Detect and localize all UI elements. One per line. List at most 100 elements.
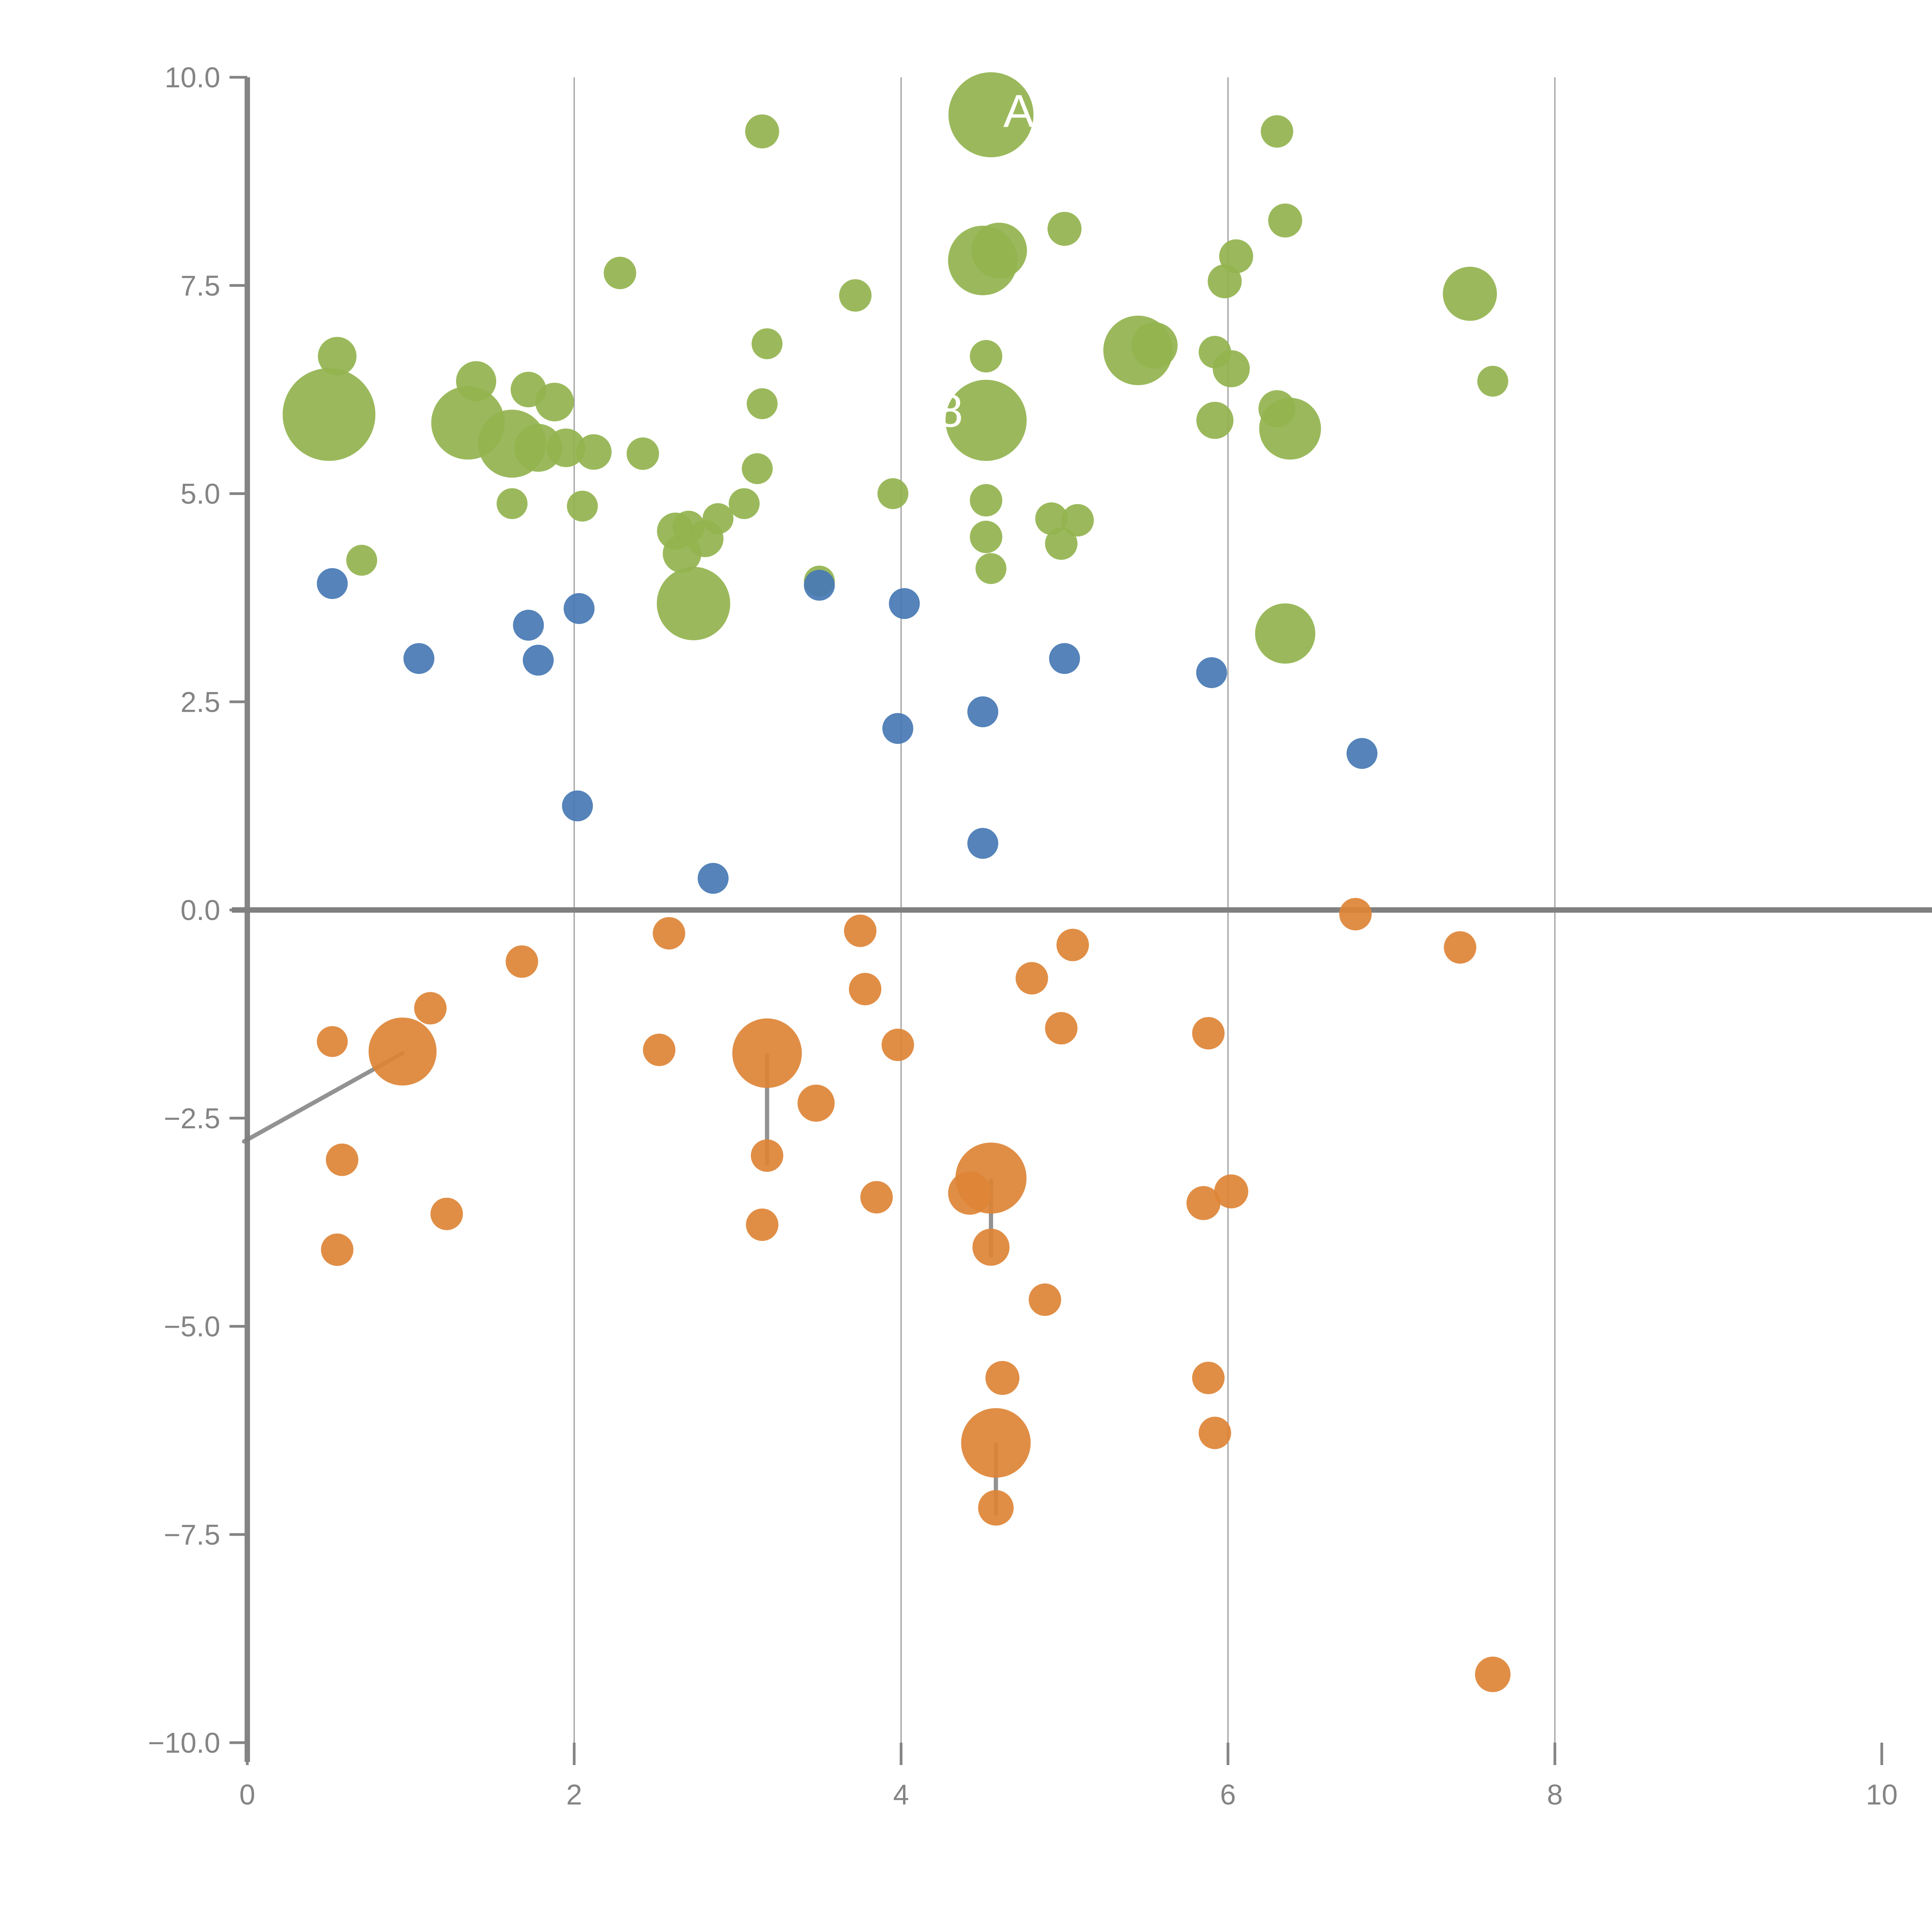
data-point[interactable]: [535, 383, 574, 422]
data-point[interactable]: [1061, 504, 1094, 537]
data-point[interactable]: [948, 1171, 992, 1215]
data-point[interactable]: [1045, 1012, 1078, 1045]
data-point[interactable]: [967, 828, 998, 859]
data-point[interactable]: [1255, 603, 1316, 664]
data-point[interactable]: [728, 488, 760, 519]
data-point[interactable]: [505, 945, 538, 978]
data-point[interactable]: [1199, 1417, 1231, 1449]
data-point[interactable]: [751, 1139, 784, 1172]
data-point[interactable]: [967, 696, 998, 728]
series-orange[interactable]: [316, 898, 1511, 1692]
data-point[interactable]: [860, 1181, 893, 1214]
data-point[interactable]: [563, 593, 595, 624]
data-point[interactable]: [972, 1228, 1010, 1266]
data-point[interactable]: [1192, 1017, 1225, 1049]
data-point[interactable]: [881, 1029, 914, 1061]
data-point[interactable]: [326, 1143, 359, 1176]
data-point[interactable]: [1258, 390, 1296, 427]
data-point[interactable]: [1219, 239, 1253, 274]
data-point[interactable]: [969, 340, 1002, 372]
data-point[interactable]: [746, 1208, 779, 1241]
data-point[interactable]: [316, 568, 348, 599]
data-point[interactable]: [849, 973, 881, 1005]
data-point[interactable]: [889, 588, 920, 619]
data-point[interactable]: [969, 520, 1002, 553]
data-point[interactable]: [430, 1197, 463, 1230]
data-point[interactable]: [1035, 502, 1068, 535]
data-point[interactable]: [1015, 962, 1048, 995]
data-point[interactable]: [1346, 738, 1378, 769]
data-point[interactable]: [1056, 929, 1089, 961]
data-point[interactable]: [1268, 203, 1303, 238]
data-point[interactable]: [1131, 322, 1178, 369]
axis-layer: [230, 76, 1883, 1765]
data-point[interactable]: [414, 992, 447, 1025]
data-point[interactable]: [877, 478, 908, 509]
data-point[interactable]: [522, 645, 554, 676]
data-point[interactable]: [456, 361, 497, 401]
data-point[interactable]: [839, 279, 872, 312]
data-point[interactable]: [604, 257, 636, 289]
data-point[interactable]: [546, 428, 585, 467]
data-point[interactable]: [798, 1084, 835, 1122]
data-point[interactable]: [567, 490, 598, 522]
data-point[interactable]: [1214, 1174, 1248, 1209]
data-point[interactable]: [1213, 350, 1250, 388]
data-point[interactable]: [1475, 1656, 1511, 1692]
data-points-layer[interactable]: [282, 72, 1511, 1692]
data-point[interactable]: [1196, 657, 1227, 688]
data-point[interactable]: [804, 570, 835, 601]
data-point[interactable]: [1186, 1186, 1221, 1220]
data-point[interactable]: [656, 566, 730, 640]
data-point[interactable]: [497, 488, 528, 519]
data-point[interactable]: [282, 368, 376, 461]
y-axis-tick-label: 10.0: [165, 61, 220, 94]
data-point[interactable]: [747, 388, 778, 419]
data-point[interactable]: [1049, 643, 1080, 674]
data-point[interactable]: [368, 1017, 437, 1086]
data-point[interactable]: [697, 863, 729, 894]
data-point[interactable]: [1477, 366, 1509, 397]
data-point[interactable]: [643, 1034, 675, 1066]
data-point[interactable]: [1048, 212, 1082, 246]
data-point[interactable]: [702, 503, 734, 534]
data-point[interactable]: [732, 1018, 802, 1088]
data-point[interactable]: [1029, 1283, 1061, 1316]
data-point[interactable]: [626, 437, 659, 470]
data-point[interactable]: [882, 713, 913, 744]
data-point[interactable]: [1443, 267, 1497, 321]
data-point[interactable]: [742, 453, 773, 484]
data-point[interactable]: [1260, 115, 1293, 148]
data-point[interactable]: [844, 914, 877, 947]
data-point[interactable]: [513, 609, 544, 641]
data-point[interactable]: [975, 553, 1007, 584]
data-point[interactable]: [1339, 898, 1372, 930]
data-point[interactable]: [985, 1361, 1020, 1395]
data-point[interactable]: [321, 1233, 354, 1266]
data-point[interactable]: [1196, 401, 1234, 439]
data-point[interactable]: [653, 917, 685, 950]
data-point[interactable]: [316, 1026, 348, 1057]
data-point[interactable]: [745, 114, 779, 149]
bubble-text-label: 8: [937, 385, 963, 437]
series-blue[interactable]: [316, 568, 1378, 894]
data-point[interactable]: [318, 337, 357, 376]
data-point[interactable]: [562, 790, 593, 821]
x-axis-tick-label: 4: [893, 1779, 909, 1811]
data-point[interactable]: [945, 379, 1027, 461]
data-point[interactable]: [514, 423, 562, 472]
data-point[interactable]: [978, 1490, 1014, 1526]
data-point[interactable]: [971, 223, 1027, 279]
data-point[interactable]: [1444, 931, 1476, 964]
data-point[interactable]: [403, 643, 435, 674]
data-point[interactable]: [752, 328, 783, 359]
series-green[interactable]: [282, 72, 1509, 664]
data-point[interactable]: [346, 544, 378, 576]
data-point[interactable]: [969, 484, 1002, 517]
data-point[interactable]: [961, 1408, 1031, 1478]
data-point[interactable]: [948, 72, 1034, 157]
x-axis-tick-label: 2: [566, 1779, 582, 1811]
data-point[interactable]: [1045, 527, 1078, 560]
data-point[interactable]: [1192, 1362, 1225, 1395]
data-point[interactable]: [576, 434, 612, 470]
